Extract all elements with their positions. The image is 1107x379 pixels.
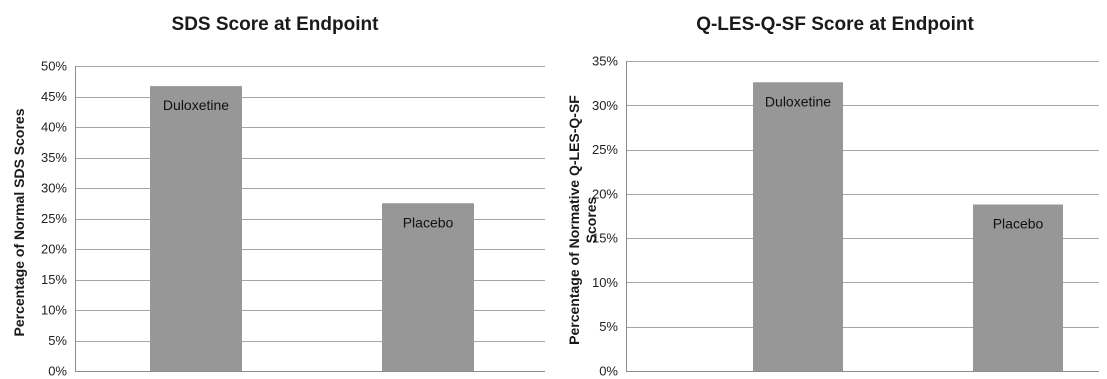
bar-label: Placebo	[993, 215, 1044, 231]
qlesq-chart: Q-LES-Q-SF Score at Endpoint Duloxetine P…	[553, 0, 1107, 379]
bar-duloxetine	[753, 82, 843, 371]
y-tick-label: 15%	[41, 272, 67, 287]
y-tick-label: 35%	[41, 150, 67, 165]
bar-label: Placebo	[403, 214, 454, 230]
y-tick-label: 40%	[41, 120, 67, 135]
y-tick-label: 0%	[599, 364, 618, 379]
chart-title: SDS Score at Endpoint	[172, 14, 380, 35]
y-axis-label: Percentage of Normal SDS Scores	[11, 108, 27, 336]
bar-placebo	[382, 203, 474, 371]
y-tick-label: 10%	[41, 303, 67, 318]
y-tick-label: 25%	[592, 142, 618, 157]
sds-chart-svg: SDS Score at Endpoint DuloxetinePlacebo …	[11, 14, 545, 379]
sds-chart: SDS Score at Endpoint Duloxetine Placebo …	[0, 0, 553, 379]
y-tick-label: 5%	[48, 333, 67, 348]
y-tick-label: 50%	[41, 59, 67, 74]
bar-label: Duloxetine	[163, 97, 229, 113]
bar-label: Duloxetine	[765, 93, 831, 109]
bar-placebo	[973, 204, 1063, 371]
y-tick-label: 30%	[41, 181, 67, 196]
y-tick-label: 25%	[41, 211, 67, 226]
y-axis-label: Percentage of Normative Q-LES-Q-SFScores	[566, 95, 599, 345]
chart-title: Q-LES-Q-SF Score at Endpoint	[696, 14, 974, 35]
bar-duloxetine	[150, 86, 242, 371]
y-tick-label: 35%	[592, 54, 618, 69]
y-tick-label: 45%	[41, 89, 67, 104]
y-tick-label: 20%	[592, 186, 618, 201]
y-tick-label: 30%	[592, 98, 618, 113]
y-tick-label: 5%	[599, 319, 618, 334]
qlesq-chart-svg: Q-LES-Q-SF Score at Endpoint Duloxetine P…	[566, 14, 1099, 379]
y-tick-label: 20%	[41, 242, 67, 257]
y-tick-label: 0%	[48, 364, 67, 379]
y-tick-label: 10%	[592, 275, 618, 290]
y-tick-label: 15%	[592, 231, 618, 246]
